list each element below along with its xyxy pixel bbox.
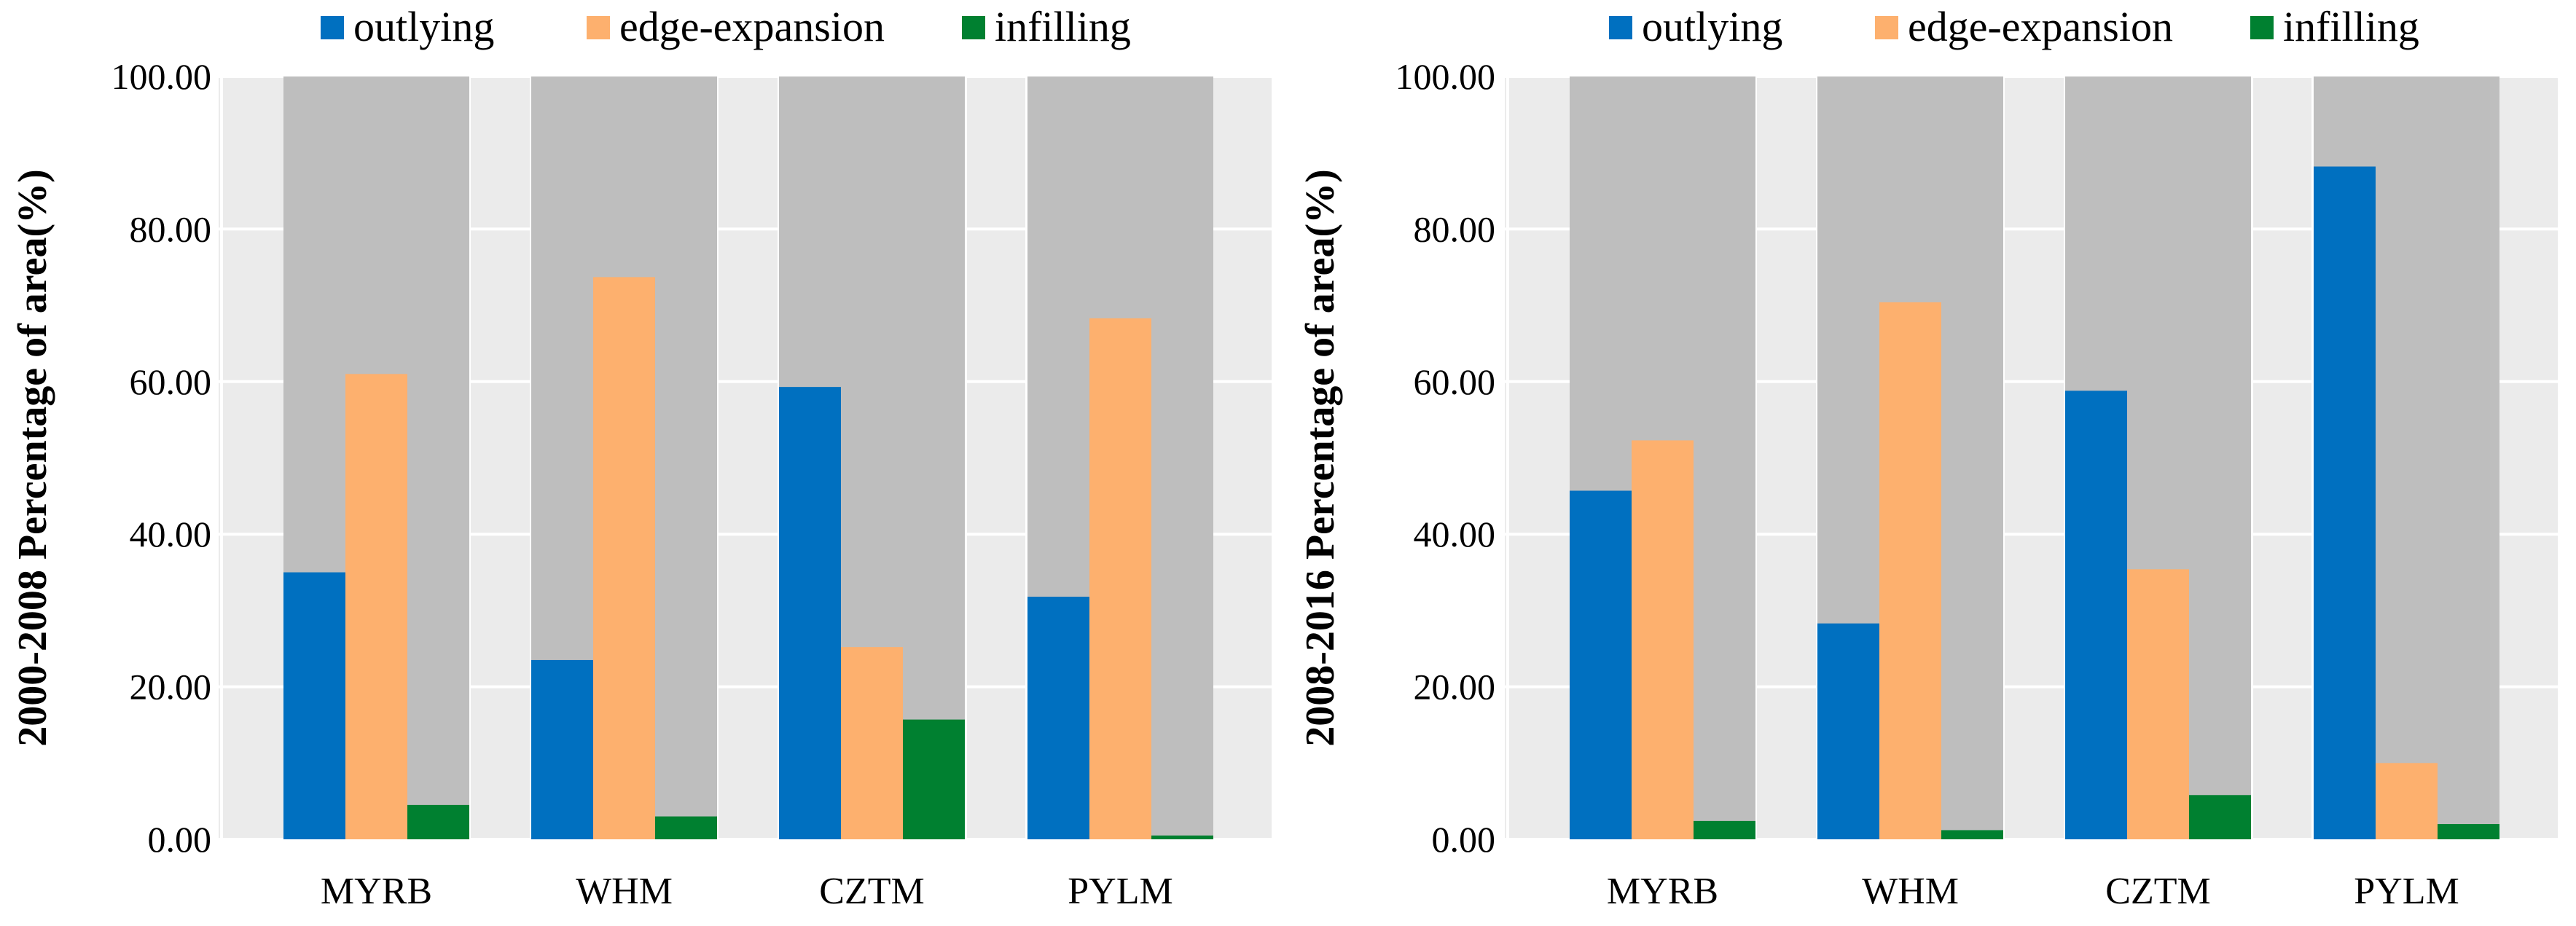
- y-axis-label: 2008-2016 Percentage of area(%): [1298, 169, 1343, 747]
- bar-infilling-cztm: [2189, 795, 2251, 839]
- bar-infilling-pylm: [2438, 824, 2499, 839]
- x-tick-label: MYRB: [321, 871, 432, 912]
- x-tick-label: PYLM: [2354, 871, 2459, 912]
- legend-swatch-edge-expansion: [1875, 16, 1898, 39]
- legend-swatch-outlying: [1609, 16, 1632, 39]
- chart-2: 0.00 20.00 40.00 60.00 80.00 100.00 MYRB WHM CZT…: [1298, 3, 2558, 912]
- y-tick-label: 0.00: [148, 819, 212, 860]
- bar-outlying-myrb: [1570, 490, 1632, 839]
- bar-outlying-whm: [1817, 623, 1879, 839]
- bar-edge-expansion-cztm: [841, 647, 903, 839]
- y-tick-label: 100.00: [1395, 56, 1496, 97]
- chart-1: 0.00 20.00 40.00 60.00 80.00 100.00 MYRB WHM CZT…: [10, 3, 1272, 912]
- x-tick-label: WHM: [576, 871, 673, 912]
- legend-label-infilling: infilling: [2283, 3, 2419, 50]
- legend-label-infilling: infilling: [995, 3, 1131, 50]
- x-tick-label: CZTM: [819, 871, 924, 912]
- bar-edge-expansion-myrb: [345, 374, 407, 839]
- y-tick-label: 0.00: [1432, 819, 1496, 860]
- legend-swatch-edge-expansion: [587, 16, 610, 39]
- y-tick-label: 40.00: [1414, 514, 1496, 554]
- bar-infilling-whm: [1941, 830, 2003, 839]
- y-tick-label: 100.00: [111, 56, 212, 97]
- y-tick-label: 60.00: [130, 361, 212, 402]
- bar-infilling-whm: [655, 816, 717, 839]
- y-tick-label: 80.00: [130, 208, 212, 249]
- bar-outlying-pylm: [1027, 597, 1089, 839]
- bar-outlying-myrb: [283, 572, 345, 839]
- x-tick-label: WHM: [1862, 871, 1959, 912]
- bar-outlying-whm: [531, 659, 593, 839]
- bar-infilling-myrb: [407, 804, 469, 839]
- x-tick-label: MYRB: [1607, 871, 1718, 912]
- y-tick-label: 20.00: [130, 667, 212, 707]
- y-axis-label: 2000-2008 Percentage of area(%): [10, 169, 55, 747]
- bar-edge-expansion-pylm: [1089, 318, 1151, 839]
- bar-edge-expansion-cztm: [2127, 569, 2189, 839]
- legend-label-outlying: outlying: [1642, 3, 1782, 50]
- bar-outlying-cztm: [2065, 391, 2127, 839]
- y-tick-label: 80.00: [1414, 208, 1496, 249]
- y-tick-label: 60.00: [1414, 361, 1496, 402]
- bar-infilling-myrb: [1694, 820, 1755, 839]
- bar-outlying-cztm: [779, 387, 841, 839]
- x-tick-label: PYLM: [1068, 871, 1172, 912]
- bar-edge-expansion-whm: [1879, 302, 1941, 839]
- bar-outlying-pylm: [2314, 166, 2376, 839]
- legend-label-edge-expansion: edge-expansion: [1908, 3, 2173, 50]
- bar-infilling-cztm: [903, 719, 965, 839]
- legend-swatch-infilling: [962, 16, 985, 39]
- legend-label-outlying: outlying: [353, 3, 494, 50]
- legend: outlying edge-expansion infilling: [321, 3, 1131, 50]
- bar-edge-expansion-myrb: [1632, 440, 1694, 839]
- x-tick-label: CZTM: [2105, 871, 2210, 912]
- bar-infilling-pylm: [1151, 835, 1213, 839]
- legend-swatch-outlying: [321, 16, 344, 39]
- legend-label-edge-expansion: edge-expansion: [619, 3, 885, 50]
- legend: outlying edge-expansion infilling: [1609, 3, 2419, 50]
- legend-swatch-infilling: [2250, 16, 2274, 39]
- y-tick-label: 20.00: [1414, 667, 1496, 707]
- bar-edge-expansion-whm: [593, 277, 655, 840]
- bar-edge-expansion-pylm: [2376, 763, 2438, 839]
- y-tick-label: 40.00: [130, 514, 212, 554]
